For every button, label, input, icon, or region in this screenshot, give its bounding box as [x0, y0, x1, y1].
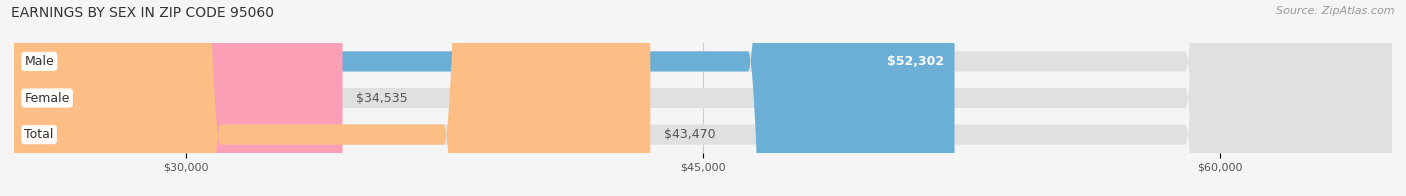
Text: $43,470: $43,470	[664, 128, 716, 141]
FancyBboxPatch shape	[14, 0, 1392, 196]
FancyBboxPatch shape	[14, 0, 651, 196]
FancyBboxPatch shape	[14, 0, 1392, 196]
Text: Source: ZipAtlas.com: Source: ZipAtlas.com	[1277, 6, 1395, 16]
Text: Male: Male	[24, 55, 55, 68]
Text: EARNINGS BY SEX IN ZIP CODE 95060: EARNINGS BY SEX IN ZIP CODE 95060	[11, 6, 274, 20]
Text: $34,535: $34,535	[356, 92, 408, 104]
FancyBboxPatch shape	[14, 0, 343, 196]
Text: Total: Total	[24, 128, 53, 141]
Text: Female: Female	[24, 92, 70, 104]
Text: $52,302: $52,302	[887, 55, 945, 68]
FancyBboxPatch shape	[14, 0, 955, 196]
FancyBboxPatch shape	[14, 0, 1392, 196]
